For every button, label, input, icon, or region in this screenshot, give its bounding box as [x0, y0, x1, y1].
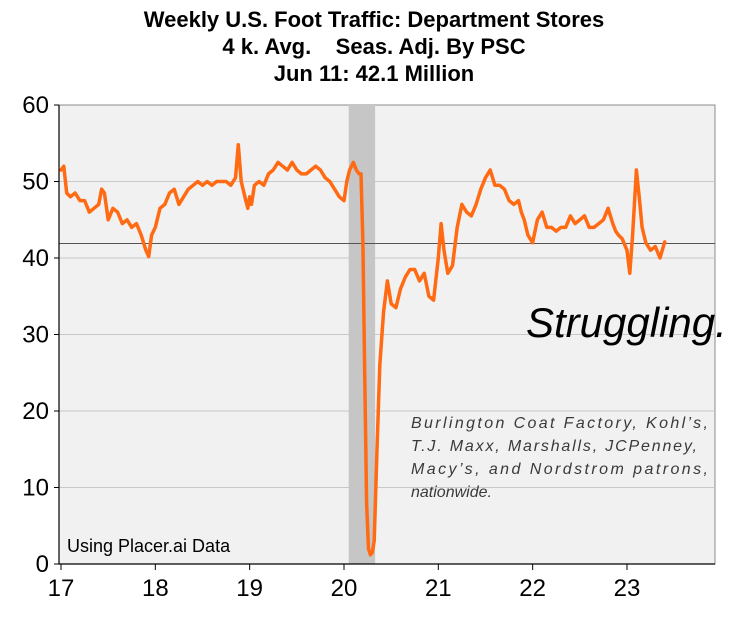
y-tick-label-40: 40	[22, 245, 49, 272]
series-group	[59, 143, 667, 557]
x-axis: 17 18 19 20 21 22 23	[48, 564, 641, 602]
gridlines	[59, 181, 715, 488]
y-tick-label-30: 30	[22, 322, 49, 349]
y-tick-label-60: 60	[22, 92, 49, 119]
y-tick-label-20: 20	[22, 398, 49, 425]
x-tick-label-19: 19	[236, 575, 263, 602]
chart-title-line-3: Jun 11: 42.1 Million	[274, 61, 475, 86]
series-line-0	[59, 143, 667, 557]
annotation-note-line-4: nationwide.	[411, 484, 492, 501]
x-tick-label-20: 20	[331, 575, 358, 602]
annotation-note-line-1: Burlington Coat Factory, Kohl’s,	[411, 415, 708, 432]
chart-title-line-1: Weekly U.S. Foot Traffic: Department Sto…	[144, 7, 604, 32]
x-tick-label-17: 17	[48, 575, 75, 602]
x-tick-label-23: 23	[614, 575, 641, 602]
source-note: Using Placer.ai Data	[67, 536, 231, 556]
x-tick-label-21: 21	[425, 575, 452, 602]
chart-title-line-2: 4 k. Avg. Seas. Adj. By PSC	[222, 34, 525, 59]
y-tick-label-0: 0	[36, 551, 49, 578]
y-tick-label-10: 10	[22, 475, 49, 502]
x-tick-label-22: 22	[519, 575, 546, 602]
annotation-note-line-3: Macy’s, and Nordstrom patrons,	[411, 461, 708, 478]
y-tick-label-50: 50	[22, 169, 49, 196]
annotation-note-line-2: T.J. Maxx, Marshalls, JCPenney,	[411, 438, 697, 455]
y-axis: 0 10 20 30 40 50 60	[22, 92, 59, 578]
annotation-struggling: Struggling.	[526, 299, 727, 346]
x-tick-label-18: 18	[142, 575, 169, 602]
